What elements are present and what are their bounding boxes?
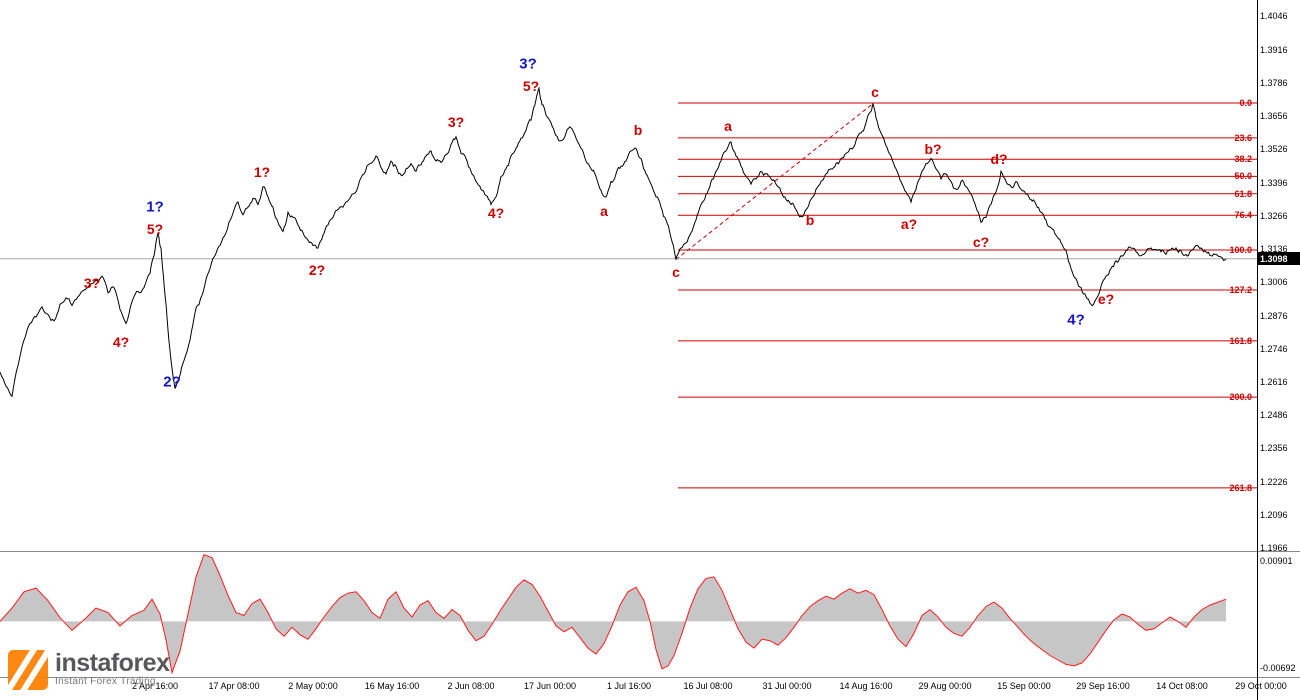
wave-label-a: a <box>724 118 732 134</box>
time-axis-label: 29 Oct 00:00 <box>1235 681 1287 691</box>
price-series-path <box>0 86 1227 398</box>
oscillator-max-label: 0.00901 <box>1260 555 1293 566</box>
instaforex-icon <box>8 650 48 690</box>
wave-label-4: 4? <box>487 205 505 221</box>
price-axis-label: 1.3136 <box>1260 244 1288 255</box>
wave-label-c: c <box>672 264 680 280</box>
price-axis-label: 1.3006 <box>1260 277 1288 288</box>
price-axis-label: 1.2746 <box>1260 343 1288 354</box>
price-axis-label: 1.2486 <box>1260 410 1288 421</box>
wave-label-c: c? <box>972 234 990 250</box>
fib-level-label: 38.2 <box>1234 154 1252 165</box>
time-axis-label: 2 Jun 08:00 <box>447 681 495 691</box>
time-axis-label: 17 Apr 08:00 <box>208 681 260 691</box>
time-axis-label: 16 May 16:00 <box>364 681 420 691</box>
price-axis-label: 1.3786 <box>1260 77 1288 88</box>
price-axis-label: 1.3526 <box>1260 144 1288 155</box>
wave-label-a: a? <box>900 216 918 232</box>
price-axis-label: 1.3396 <box>1260 177 1288 188</box>
wave-label-1: 1? <box>253 164 271 180</box>
wave-label-3: 3? <box>83 275 101 291</box>
oscillator-line <box>0 554 1227 675</box>
fib-level-label: 200.0 <box>1229 392 1252 403</box>
brand-tagline: Instant Forex Trading <box>55 676 156 687</box>
fib-level-label: 161.8 <box>1229 335 1252 346</box>
wave-label-3: 3? <box>519 55 537 73</box>
wave-label-c: c <box>871 84 879 100</box>
wave-label-4: 4? <box>112 334 130 350</box>
fib-level-label: 0.0 <box>1239 98 1252 109</box>
wave-label-a: a <box>600 203 608 219</box>
wave-label-b: b? <box>924 141 942 157</box>
instaforex-logo: instaforex Instant Forex Trading <box>8 649 170 690</box>
price-axis-label: 1.3916 <box>1260 44 1288 55</box>
price-axis-label: 1.2876 <box>1260 310 1288 321</box>
price-axis-label: 1.1966 <box>1260 543 1288 554</box>
wave-label-3: 3? <box>447 114 465 130</box>
brand-name: instaforex <box>55 649 170 677</box>
fib-level-label: 127.2 <box>1229 284 1252 295</box>
fib-level-label: 23.6 <box>1234 132 1252 143</box>
time-axis-label: 29 Aug 00:00 <box>918 681 972 691</box>
time-axis-label: 2 May 00:00 <box>288 681 338 691</box>
price-axis[interactable]: 1.4046 1.3916 1.3786 1.3656 1.3526 1.3396 1.32… <box>1257 0 1300 700</box>
time-axis-label: 31 Jul 00:00 <box>762 681 812 691</box>
wave-label-2: 2? <box>163 373 181 391</box>
price-axis-label: 1.2616 <box>1260 376 1288 387</box>
fib-level-label: 100.0 <box>1229 245 1252 256</box>
wave-label-b: b <box>805 212 815 228</box>
time-axis-label: 14 Aug 16:00 <box>839 681 893 691</box>
price-axis-label: 1.4046 <box>1260 11 1288 22</box>
price-axis-label: 1.2096 <box>1260 509 1288 520</box>
current-price-badge: 1.3098 <box>1258 252 1300 266</box>
time-axis-label: 15 Sep 00:00 <box>997 681 1051 691</box>
wave-label-2: 2? <box>308 262 326 278</box>
price-axis-label: 1.2226 <box>1260 476 1288 487</box>
price-axis-label: 1.3266 <box>1260 210 1288 221</box>
wave-label-e: e? <box>1097 291 1115 307</box>
wave-label-5: 5? <box>522 78 540 94</box>
fib-level-label: 50.0 <box>1234 171 1252 182</box>
oscillator-fill <box>0 554 1226 673</box>
time-axis-label: 16 Jul 08:00 <box>683 681 733 691</box>
fib-level-label: 76.4 <box>1234 210 1252 221</box>
wave-label-b: b <box>633 122 643 138</box>
time-axis-label: 17 Jun 00:00 <box>523 681 577 691</box>
time-axis-label: 14 Oct 08:00 <box>1156 681 1208 691</box>
price-axis-label: 1.2356 <box>1260 443 1288 454</box>
wave-label-5: 5? <box>146 221 164 237</box>
time-axis-label: 1 Jul 16:00 <box>606 681 652 691</box>
fib-level-label: 61.8 <box>1234 188 1252 199</box>
wave-label-d: d? <box>990 151 1008 167</box>
wave-label-1: 1? <box>146 198 164 216</box>
price-axis-label: 1.3656 <box>1260 111 1288 122</box>
time-axis-label: 2 Apr 16:00 <box>131 681 179 691</box>
wave-label-4: 4? <box>1067 311 1085 329</box>
fib-level-label: 261.8 <box>1229 482 1252 493</box>
time-axis-label: 29 Sep 16:00 <box>1076 681 1130 691</box>
time-axis[interactable]: 2 Apr 16:00 17 Apr 08:00 2 May 00:00 16 May… <box>0 681 1287 700</box>
oscillator-min-label: -0.00692 <box>1260 662 1296 673</box>
